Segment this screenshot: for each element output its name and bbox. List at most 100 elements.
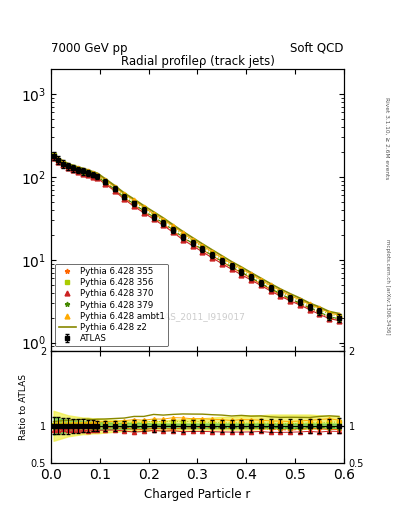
Pythia 6.428 355 bbox=[307, 305, 312, 311]
Pythia 6.428 ambt1 bbox=[56, 156, 61, 162]
Pythia 6.428 z2 bbox=[229, 259, 234, 265]
Pythia 6.428 ambt1 bbox=[229, 261, 234, 267]
Pythia 6.428 ambt1 bbox=[249, 271, 253, 278]
Pythia 6.428 z2 bbox=[307, 300, 312, 306]
Pythia 6.428 370 bbox=[288, 298, 292, 304]
Pythia 6.428 z2 bbox=[200, 241, 205, 247]
Pythia 6.428 z2 bbox=[75, 164, 80, 170]
Pythia 6.428 ambt1 bbox=[61, 159, 66, 165]
Pythia 6.428 379 bbox=[112, 186, 117, 193]
Pythia 6.428 355 bbox=[268, 286, 273, 292]
Pythia 6.428 z2 bbox=[85, 167, 90, 173]
Pythia 6.428 355 bbox=[190, 241, 195, 247]
Pythia 6.428 379 bbox=[307, 305, 312, 311]
Pythia 6.428 ambt1 bbox=[95, 172, 100, 178]
Pythia 6.428 379 bbox=[327, 314, 332, 320]
Pythia 6.428 ambt1 bbox=[317, 305, 322, 311]
Pythia 6.428 379 bbox=[278, 291, 283, 297]
Pythia 6.428 370 bbox=[327, 315, 332, 322]
Pythia 6.428 ambt1 bbox=[288, 292, 292, 298]
Pythia 6.428 ambt1 bbox=[112, 184, 117, 190]
Text: ATLAS_2011_I919017: ATLAS_2011_I919017 bbox=[149, 312, 246, 322]
Pythia 6.428 355 bbox=[278, 291, 283, 297]
Pythia 6.428 355 bbox=[229, 264, 234, 270]
Pythia 6.428 355 bbox=[288, 296, 292, 303]
Pythia 6.428 355 bbox=[151, 215, 156, 221]
Pythia 6.428 z2 bbox=[112, 182, 117, 188]
Pythia 6.428 z2 bbox=[220, 252, 224, 259]
Pythia 6.428 z2 bbox=[288, 291, 292, 297]
Pythia 6.428 356 bbox=[239, 267, 244, 273]
Pythia 6.428 ambt1 bbox=[71, 164, 75, 170]
Pythia 6.428 z2 bbox=[51, 151, 56, 157]
Pythia 6.428 356 bbox=[81, 167, 85, 174]
Pythia 6.428 z2 bbox=[317, 304, 322, 310]
Pythia 6.428 z2 bbox=[249, 270, 253, 276]
Pythia 6.428 z2 bbox=[161, 215, 166, 221]
Pythia 6.428 355 bbox=[180, 234, 185, 241]
Pythia 6.428 379 bbox=[103, 179, 107, 185]
Pythia 6.428 379 bbox=[268, 286, 273, 292]
Pythia 6.428 ambt1 bbox=[220, 254, 224, 261]
Pythia 6.428 356 bbox=[259, 278, 263, 284]
Pythia 6.428 379 bbox=[317, 309, 322, 315]
Pythia 6.428 ambt1 bbox=[66, 162, 70, 168]
Pythia 6.428 379 bbox=[90, 172, 95, 178]
Pythia 6.428 z2 bbox=[122, 190, 127, 196]
Pythia 6.428 356 bbox=[268, 284, 273, 290]
Pythia 6.428 356 bbox=[337, 313, 342, 319]
Pythia 6.428 356 bbox=[200, 244, 205, 250]
Pythia 6.428 z2 bbox=[103, 175, 107, 181]
Pythia 6.428 356 bbox=[298, 298, 302, 304]
Pythia 6.428 370 bbox=[190, 243, 195, 249]
Pythia 6.428 ambt1 bbox=[337, 312, 342, 318]
Pythia 6.428 370 bbox=[161, 222, 166, 228]
Pythia 6.428 379 bbox=[200, 246, 205, 252]
Pythia 6.428 370 bbox=[85, 172, 90, 178]
Pythia 6.428 ambt1 bbox=[81, 167, 85, 173]
Pythia 6.428 ambt1 bbox=[90, 170, 95, 176]
Pythia 6.428 z2 bbox=[141, 203, 146, 209]
Pythia 6.428 356 bbox=[90, 171, 95, 177]
Pythia 6.428 379 bbox=[51, 153, 56, 159]
Pythia 6.428 356 bbox=[161, 218, 166, 224]
Pythia 6.428 z2 bbox=[259, 275, 263, 281]
Pythia 6.428 356 bbox=[220, 256, 224, 262]
Pythia 6.428 ambt1 bbox=[307, 301, 312, 307]
Pythia 6.428 355 bbox=[239, 270, 244, 276]
Pythia 6.428 356 bbox=[171, 224, 175, 230]
Pythia 6.428 355 bbox=[56, 158, 61, 164]
Pythia 6.428 356 bbox=[307, 303, 312, 309]
Pythia 6.428 356 bbox=[122, 192, 127, 198]
Pythia 6.428 355 bbox=[210, 252, 215, 259]
Pythia 6.428 z2 bbox=[327, 308, 332, 314]
Pythia 6.428 370 bbox=[95, 175, 100, 181]
Pythia 6.428 356 bbox=[85, 169, 90, 175]
Pythia 6.428 379 bbox=[61, 161, 66, 167]
Pythia 6.428 ambt1 bbox=[151, 210, 156, 217]
X-axis label: Charged Particle r: Charged Particle r bbox=[144, 488, 251, 501]
Pythia 6.428 ambt1 bbox=[161, 217, 166, 223]
Pythia 6.428 370 bbox=[132, 203, 136, 209]
Text: Rivet 3.1.10, ≥ 2.6M events: Rivet 3.1.10, ≥ 2.6M events bbox=[385, 97, 389, 179]
Pythia 6.428 379 bbox=[229, 264, 234, 270]
Pythia 6.428 z2 bbox=[61, 158, 66, 164]
Pythia 6.428 356 bbox=[229, 262, 234, 268]
Pythia 6.428 370 bbox=[81, 170, 85, 177]
Pythia 6.428 ambt1 bbox=[190, 237, 195, 243]
Pythia 6.428 370 bbox=[122, 196, 127, 202]
Pythia 6.428 ambt1 bbox=[132, 198, 136, 204]
Pythia 6.428 356 bbox=[71, 164, 75, 170]
Pythia 6.428 355 bbox=[112, 187, 117, 193]
Pythia 6.428 ambt1 bbox=[85, 168, 90, 175]
Pythia 6.428 356 bbox=[66, 162, 70, 168]
Pythia 6.428 379 bbox=[85, 170, 90, 176]
Pythia 6.428 355 bbox=[200, 247, 205, 253]
Pythia 6.428 356 bbox=[95, 173, 100, 179]
Pythia 6.428 ambt1 bbox=[200, 243, 205, 249]
Pythia 6.428 370 bbox=[259, 283, 263, 289]
Line: Pythia 6.428 370: Pythia 6.428 370 bbox=[51, 156, 342, 323]
Pythia 6.428 370 bbox=[180, 237, 185, 243]
Pythia 6.428 379 bbox=[239, 269, 244, 275]
Title: Radial profileρ (track jets): Radial profileρ (track jets) bbox=[121, 55, 274, 68]
